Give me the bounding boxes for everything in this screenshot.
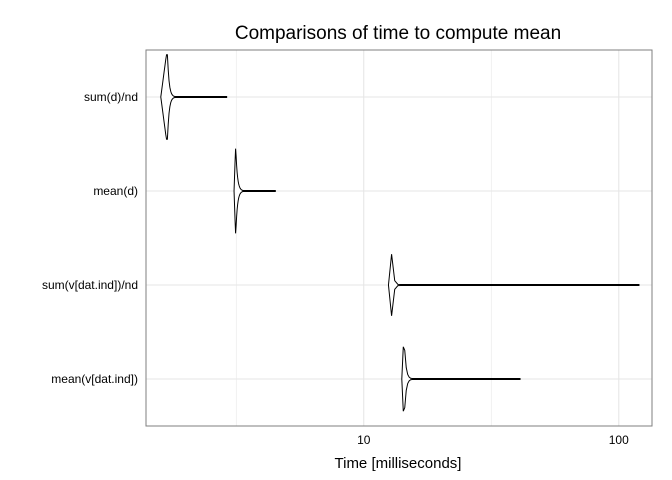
violin-1 bbox=[233, 148, 276, 234]
y-tick-label: sum(d)/nd bbox=[84, 90, 138, 104]
violin-3 bbox=[401, 346, 521, 412]
x-axis-title: Time [milliseconds] bbox=[335, 455, 462, 472]
y-tick-label: mean(d) bbox=[93, 184, 138, 198]
x-tick-labels: 10 100 bbox=[357, 433, 629, 447]
violin-2 bbox=[387, 254, 640, 316]
x-tick-label: 10 bbox=[357, 433, 371, 447]
y-tick-label: mean(v[dat.ind]) bbox=[51, 372, 138, 386]
grid-layer bbox=[146, 50, 652, 426]
y-tick-labels: sum(d)/nd mean(d) sum(v[dat.ind])/nd mean(v… bbox=[42, 90, 138, 386]
violin-0 bbox=[160, 54, 228, 140]
violin-layer bbox=[160, 54, 640, 412]
panel-border bbox=[145, 49, 653, 427]
chart-title: Comparisons of time to compute mean bbox=[235, 23, 561, 44]
x-tick-label: 100 bbox=[609, 433, 629, 447]
y-tick-label: sum(v[dat.ind])/nd bbox=[42, 278, 138, 292]
